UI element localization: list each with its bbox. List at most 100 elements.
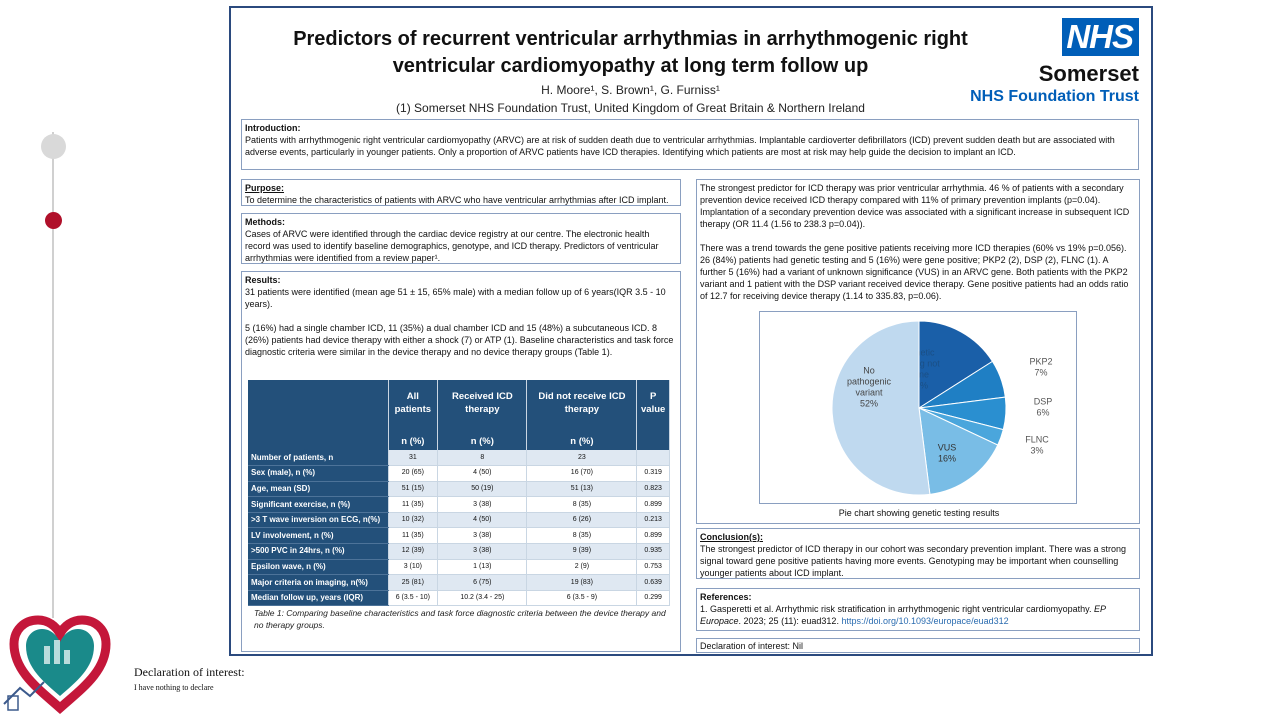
table-row-label: Age, mean (SD) <box>248 481 389 498</box>
timeline-dot-red <box>45 212 62 229</box>
pie-slice <box>831 320 931 496</box>
table-cell: 3 (10) <box>388 559 439 576</box>
table-row: Significant exercise, n (%) 11 (35) 3 (38)… <box>248 496 670 513</box>
table-cell: 0.823 <box>636 481 670 498</box>
table-row: LV involvement, n (%) 11 (35) 3 (38) 8 (35)… <box>248 527 670 545</box>
reference-journal: EP Europace <box>700 604 1106 626</box>
table-cell: 0.299 <box>636 590 670 607</box>
table-cell: 51 (13) <box>526 481 638 498</box>
findings-paragraph-1: The strongest predictor for ICD therapy … <box>700 183 1130 229</box>
reference-doi-link[interactable]: https://doi.org/10.1093/europace/euad312 <box>841 616 1009 626</box>
table-cell: 3 (38) <box>437 527 528 545</box>
results-heading: Results: <box>245 275 281 285</box>
pie-chart-caption: Pie chart showing genetic testing result… <box>838 508 1000 518</box>
results-paragraph-1: 31 patients were identified (mean age 51… <box>245 287 666 309</box>
poster: Predictors of recurrent ventricular arrh… <box>229 6 1153 656</box>
table-cell: 19 (83) <box>526 574 638 591</box>
introduction-section: Introduction: Patients with arrhythmogen… <box>241 119 1139 170</box>
pie-slice-label: PKP2 7% <box>1029 357 1052 378</box>
table-cell: 20 (65) <box>388 465 439 482</box>
pie-chart: Genetictesting notdone16%PKP27%DSP6%FLNC… <box>831 320 1053 496</box>
purpose-text: To determine the characteristics of pati… <box>245 195 669 205</box>
table-row-label: Sex (male), n (%) <box>248 465 389 482</box>
reference-text-b: . 2023; 25 (11): euad312. <box>738 616 839 626</box>
findings-section: The strongest predictor for ICD therapy … <box>696 179 1140 524</box>
table-header-label: Did not receive ICD therapy <box>538 391 626 415</box>
introduction-text: Patients with arrhythmogenic right ventr… <box>245 135 1115 157</box>
table-row: Median follow up, years (IQR) 6 (3.5 - 10… <box>248 590 670 607</box>
reference-text-a: 1. Gasperetti et al. Arrhythmic risk str… <box>700 604 1092 614</box>
nhs-trust-name: NHS Foundation Trust <box>970 88 1139 105</box>
conclusion-heading: Conclusion(s): <box>700 532 763 542</box>
introduction-heading: Introduction: <box>245 123 301 133</box>
table-header-cell: P value <box>636 380 670 450</box>
table-row: Sex (male), n (%) 20 (65) 4 (50) 16 (70) 0.3… <box>248 465 670 482</box>
authors: H. Moore¹, S. Brown¹, G. Furniss¹ <box>541 83 720 97</box>
table-row-label: Major criteria on imaging, n(%) <box>248 574 389 591</box>
table-cell: 2 (9) <box>526 559 638 576</box>
table-row: Number of patients, n 31 8 23 <box>248 450 670 467</box>
table-row-label: >500 PVC in 24hrs, n (%) <box>248 543 389 560</box>
table-cell: 10 (32) <box>388 512 439 529</box>
table-cell: 51 (15) <box>388 481 439 498</box>
conclusion-section: Conclusion(s): The strongest predictor o… <box>696 528 1140 579</box>
table-cell: 0.319 <box>636 465 670 482</box>
pie-slice-label: FLNC 3% <box>1025 435 1049 456</box>
references-section: References: 1. Gasperetti et al. Arrhyth… <box>696 588 1140 631</box>
table-row: Age, mean (SD) 51 (15) 50 (19) 51 (13) 0.823 <box>248 481 670 498</box>
table-cell: 23 <box>526 450 638 467</box>
table-cell: 31 <box>388 450 439 467</box>
table-cell: 50 (19) <box>437 481 528 498</box>
methods-text: Cases of ARVC were identified through th… <box>245 229 659 263</box>
table-header-sub: n (%) <box>470 436 494 447</box>
table-cell: 0.753 <box>636 559 670 576</box>
table-header-sub: n (%) <box>401 436 425 447</box>
nhs-logo-mark: NHS <box>1062 18 1139 56</box>
timeline-line <box>52 132 54 618</box>
results-section: Results: 31 patients were identified (me… <box>241 271 681 652</box>
table-cell <box>636 450 670 467</box>
table-cell: 12 (39) <box>388 543 439 560</box>
purpose-section: Purpose: To determine the characteristic… <box>241 179 681 206</box>
table-cell: 9 (39) <box>526 543 638 560</box>
methods-heading: Methods: <box>245 217 285 227</box>
table-cell: 11 (35) <box>388 496 439 513</box>
table-row-label: Median follow up, years (IQR) <box>248 590 389 607</box>
table-cell: 10.2 (3.4 - 25) <box>437 590 528 607</box>
poster-declaration: Declaration of interest: Nil <box>696 638 1140 653</box>
table-cell: 0.935 <box>636 543 670 560</box>
table-header-cell: Received ICD therapy n (%) <box>437 380 528 450</box>
table-cell: 6 (3.5 - 10) <box>388 590 439 607</box>
table-row-label: >3 T wave inversion on ECG, n(%) <box>248 512 389 529</box>
outer-declaration: Declaration of interest: I have nothing … <box>134 665 245 692</box>
table-cell: 6 (3.5 - 9) <box>526 590 638 607</box>
table-row: Epsilon wave, n (%) 3 (10) 1 (13) 2 (9) 0.75… <box>248 559 670 576</box>
heart-logo-icon <box>3 615 111 715</box>
nhs-org-name: Somerset <box>1038 61 1139 86</box>
poster-title: Predictors of recurrent ventricular arrh… <box>239 26 1022 80</box>
table-cell: 8 (35) <box>526 527 638 545</box>
table-row: Major criteria on imaging, n(%) 25 (81) 6 … <box>248 574 670 591</box>
title-line-1: Predictors of recurrent ventricular arrh… <box>293 28 968 50</box>
table-cell: 16 (70) <box>526 465 638 482</box>
conclusion-text: The strongest predictor of ICD therapy i… <box>700 544 1127 578</box>
table-cell: 3 (38) <box>437 543 528 560</box>
purpose-heading: Purpose: <box>245 183 285 193</box>
pie-slice-label: No pathogenic variant 52% <box>847 366 892 409</box>
pie-slice-label: DSP 6% <box>1034 397 1053 418</box>
table-header-cell <box>248 380 389 450</box>
outer-declaration-text: I have nothing to declare <box>134 683 214 692</box>
table-row-label: Number of patients, n <box>248 450 389 467</box>
table-cell: 4 (50) <box>437 512 528 529</box>
table-row: >3 T wave inversion on ECG, n(%) 10 (32) 4… <box>248 512 670 529</box>
pie-slice <box>918 320 994 409</box>
table-cell: 6 (26) <box>526 512 638 529</box>
table-cell: 11 (35) <box>388 527 439 545</box>
table-header-label: All patients <box>394 391 432 415</box>
results-table: All patients n (%) Received ICD therapy n (… <box>248 380 670 607</box>
references-heading: References: <box>700 592 752 602</box>
affiliation: (1) Somerset NHS Foundation Trust, Unite… <box>396 101 865 115</box>
table-header-label: Received ICD therapy <box>451 391 513 415</box>
pie-slice <box>918 407 999 495</box>
outer-declaration-title: Declaration of interest: <box>134 665 245 679</box>
